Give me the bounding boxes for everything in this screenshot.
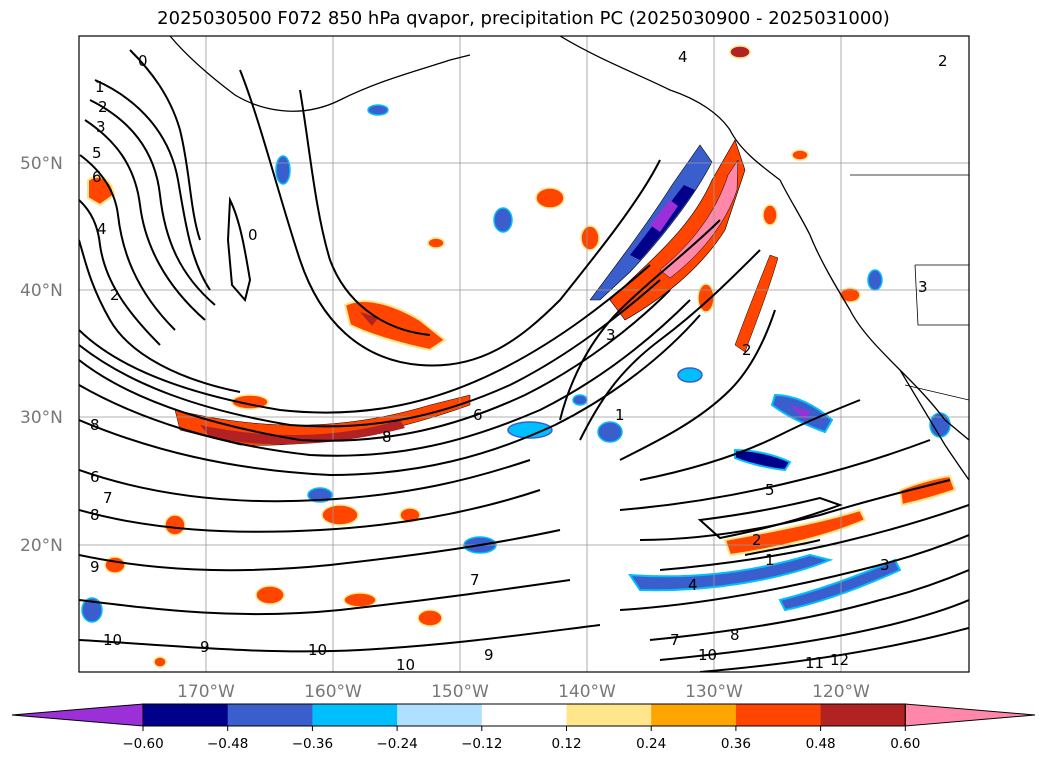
colorbar-segment (312, 704, 398, 726)
lat-tick-label: 50°N (20, 154, 63, 174)
contour-label: 11 (805, 654, 824, 672)
colorbar-tick-label: 0.24 (636, 736, 666, 752)
contour-label: 2 (742, 341, 752, 359)
lat-tick-label: 40°N (20, 281, 63, 301)
lon-tick-label: 130°W (685, 682, 743, 702)
alaska-coast (169, 36, 471, 112)
baja-coast (899, 369, 969, 481)
contour-label: 3 (880, 556, 890, 574)
lat-tick-label: 30°N (20, 408, 63, 428)
contour-label: 7 (670, 631, 680, 649)
contour-label: 8 (90, 416, 100, 434)
contour-label: 9 (484, 646, 494, 664)
map-title: 2025030500 F072 850 hPa qvapor, precipit… (157, 8, 890, 29)
contour-label: 3 (606, 326, 616, 344)
state-lines (904, 264, 969, 401)
colorbar-tick-label: 0.12 (551, 736, 581, 752)
contour-label: 4 (688, 576, 698, 594)
contour-label: 2 (938, 52, 948, 70)
contour-label: 4 (678, 48, 688, 66)
contour-label: 1 (615, 406, 625, 424)
colorbar-segment (481, 704, 567, 726)
contour-label: 2 (98, 98, 108, 116)
precipitation-shading (81, 45, 957, 668)
colorbar-tick-label: −0.24 (376, 736, 417, 752)
scattered-cells (81, 45, 951, 668)
negative-blob-2 (734, 448, 792, 472)
contour-label: 8 (730, 626, 740, 644)
lon-tick-label: 120°W (812, 682, 870, 702)
colorbar-segment (651, 704, 737, 726)
colorbar-segment (227, 704, 313, 726)
contour-label: 8 (90, 506, 100, 524)
contour-label: 6 (90, 468, 100, 486)
contour-label: 10 (103, 631, 122, 649)
plot-frame (78, 35, 970, 673)
contour-label: 5 (765, 481, 775, 499)
qvapor-contours (79, 49, 969, 672)
contour-label: 6 (473, 406, 483, 424)
contour-label: 6 (92, 168, 102, 186)
contour-label: 10 (698, 646, 717, 664)
contour-label: 7 (470, 571, 480, 589)
colorbar-segment (735, 704, 822, 726)
lon-tick-label: 140°W (558, 682, 616, 702)
colorbar-outline (142, 703, 906, 727)
lon-tick-label: 150°W (431, 682, 489, 702)
southeast-negative-1 (628, 553, 834, 592)
negative-band (589, 144, 713, 301)
contour-label: 9 (90, 558, 100, 576)
lat-tick-label: 20°N (20, 536, 63, 556)
colorbar-extend-left (11, 703, 144, 727)
contour-label: 10 (308, 641, 327, 659)
lon-tick-label: 160°W (304, 682, 362, 702)
contour-label: 10 (396, 656, 415, 674)
contour-label: 1 (765, 551, 775, 569)
lat-axis: 50°N 40°N 30°N 20°N (20, 154, 63, 556)
contour-label: 0 (248, 226, 258, 244)
colorbar-segment (143, 704, 229, 726)
gulf-alaska-coast (559, 36, 781, 181)
lon-axis: 170°W 160°W 150°W 140°W 130°W 120°W (177, 682, 870, 702)
contour-label: 2 (110, 286, 120, 304)
coastlines (169, 36, 969, 481)
coastal-positive (734, 254, 779, 353)
contour-label: 2 (752, 531, 762, 549)
colorbar-tick-label: 0.60 (890, 736, 920, 752)
lon-tick-label: 170°W (177, 682, 235, 702)
southeast-negative-2 (778, 558, 902, 612)
blob-positive-1 (343, 299, 447, 352)
contour-label: 5 (92, 144, 102, 162)
colorbar-segment (397, 704, 483, 726)
positive-band (609, 139, 746, 321)
colorbar-tick-label: −0.36 (292, 736, 333, 752)
colorbar-tick-label: −0.12 (461, 736, 502, 752)
colorbar-segment (820, 704, 906, 726)
colorbar-extend-right (904, 703, 1036, 727)
contour-label: 4 (97, 220, 107, 238)
contour-label: 7 (103, 489, 113, 507)
colorbar-tick-label: −0.60 (122, 736, 163, 752)
colorbar-tick-label: 0.48 (806, 736, 836, 752)
contour-label: 8 (382, 428, 392, 446)
contour-label: 9 (200, 638, 210, 656)
contour-label: 3 (96, 118, 106, 136)
southeast-positive (723, 508, 867, 557)
colorbar-segment (566, 704, 652, 726)
colorbar: −0.60 −0.48 −0.36 −0.24 −0.12 0.12 0.24 0.36 0.4… (11, 703, 1036, 752)
contour-labels: 0 1 2 3 5 6 4 2 0 8 6 7 8 9 10 9 10 10 9… (90, 48, 948, 674)
contour-label: 12 (830, 651, 849, 669)
contour-label: 1 (95, 78, 105, 96)
contour-label: 3 (918, 278, 928, 296)
colorbar-tick-label: 0.36 (721, 736, 751, 752)
bc-coast (779, 179, 969, 441)
colorbar-tick-label: −0.48 (207, 736, 248, 752)
contour-label: 0 (138, 52, 148, 70)
